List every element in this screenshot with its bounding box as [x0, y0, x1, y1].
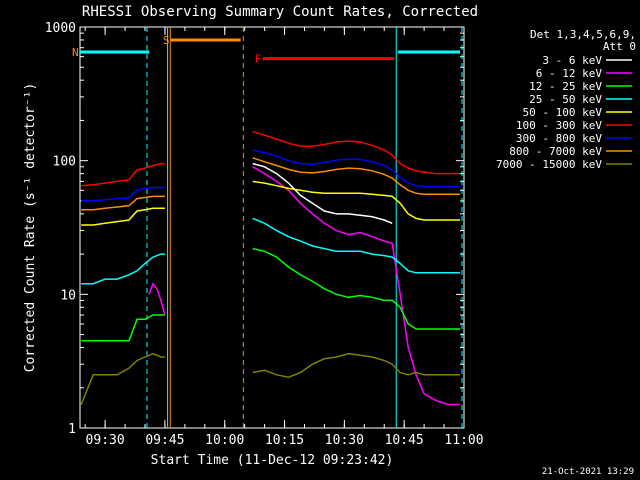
series-line — [148, 282, 166, 316]
legend-header: Att 0 — [603, 40, 636, 53]
legend-label: 800 - 7000 keV — [509, 145, 602, 158]
series-line — [252, 352, 460, 378]
y-tick-label: 1 — [68, 422, 76, 437]
x-tick-label: 10:30 — [325, 433, 364, 448]
flag-label: S — [163, 34, 170, 47]
y-tick-label: 10 — [60, 288, 76, 303]
series-line — [252, 166, 460, 406]
series-line — [81, 207, 165, 226]
series-line — [81, 162, 165, 187]
x-tick-label: 10:45 — [385, 433, 424, 448]
legend-label: 12 - 25 keV — [529, 80, 602, 93]
legend-label: 25 - 50 keV — [529, 93, 602, 106]
series-line — [252, 247, 460, 330]
date-stamp: 21-Oct-2021 13:29 — [541, 467, 634, 477]
legend-label: 7000 - 15000 keV — [496, 158, 602, 171]
legend-label: 300 - 800 keV — [516, 132, 602, 145]
legend-header: Det 1,3,4,5,6,9, — [530, 28, 636, 41]
series-line — [252, 162, 393, 224]
flag-label: F — [255, 53, 262, 66]
legend-label: 3 - 6 keV — [542, 54, 602, 67]
y-tick-label: 100 — [53, 155, 76, 170]
series-line — [252, 157, 460, 196]
y-axis-label: Corrected Count Rate (s⁻¹ detector⁻¹) — [23, 83, 38, 373]
x-tick-label: 09:45 — [145, 433, 184, 448]
x-tick-label: 09:30 — [86, 433, 125, 448]
series-line — [252, 217, 460, 274]
legend-label: 50 - 100 keV — [523, 106, 603, 119]
series-line — [81, 314, 165, 342]
x-tick-label: 11:00 — [444, 433, 483, 448]
legend-label: 6 - 12 keV — [536, 67, 603, 80]
x-tick-label: 10:00 — [205, 433, 244, 448]
series-line — [252, 149, 460, 188]
series-line — [81, 186, 165, 202]
legend-label: 100 - 300 keV — [516, 119, 602, 132]
series-line — [81, 195, 165, 211]
chart-title: RHESSI Observing Summary Count Rates, Co… — [82, 4, 478, 20]
x-axis-label: Start Time (11-Dec-12 09:23:42) — [151, 453, 394, 468]
plot-frame — [79, 26, 465, 429]
series-line — [252, 180, 460, 221]
flag-label: N — [72, 46, 79, 59]
y-tick-label: 1000 — [45, 21, 76, 36]
x-tick-label: 10:15 — [265, 433, 304, 448]
series-line — [81, 253, 165, 285]
series-line — [252, 130, 460, 175]
series-line — [80, 352, 165, 405]
